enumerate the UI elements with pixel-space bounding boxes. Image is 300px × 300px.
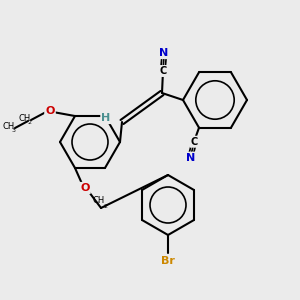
Text: CH: CH — [3, 122, 15, 130]
Text: N: N — [159, 48, 169, 58]
Text: C: C — [159, 66, 167, 76]
Text: CH: CH — [19, 113, 31, 122]
Text: O: O — [80, 183, 90, 193]
Text: N: N — [186, 153, 196, 163]
Text: O: O — [45, 106, 55, 116]
Text: 3: 3 — [12, 128, 16, 133]
Text: 2: 2 — [104, 204, 108, 209]
Text: Br: Br — [161, 256, 175, 266]
Text: 2: 2 — [28, 119, 32, 124]
Text: H: H — [101, 113, 111, 123]
Text: CH: CH — [93, 196, 105, 205]
Text: C: C — [190, 137, 198, 147]
